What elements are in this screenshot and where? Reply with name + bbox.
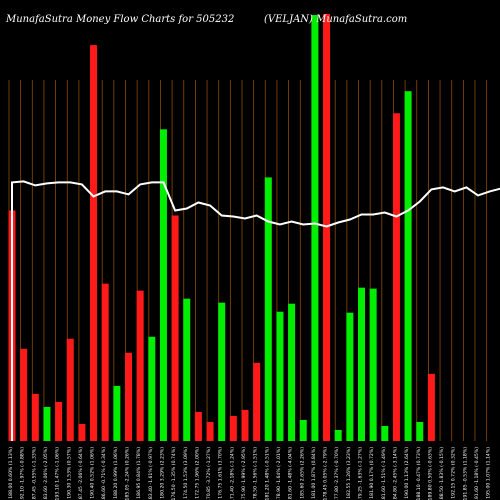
x-tick-label: 181.90 0.17% (0.72%) xyxy=(369,447,375,499)
bar xyxy=(334,429,342,441)
bar xyxy=(241,409,249,441)
x-tick-label: 179.25 -1.63% (-1.27%) xyxy=(358,447,364,500)
bar xyxy=(101,283,109,441)
bar xyxy=(369,288,377,441)
bar xyxy=(381,425,389,441)
bar xyxy=(194,411,202,441)
bar xyxy=(416,421,424,441)
bar xyxy=(276,311,284,441)
bar xyxy=(159,129,167,441)
x-tick-label: 186.60 -0.71% (-0.34%) xyxy=(101,447,107,500)
x-tick-label: 171.40 -2.18% (-1.24%) xyxy=(229,447,235,500)
bar xyxy=(264,177,272,441)
x-tick-label: 181.20 1.48% (-0.51%) xyxy=(264,447,270,500)
bar xyxy=(288,303,296,441)
bar xyxy=(404,91,412,441)
x-tick-label: 187.45 -0.55% (-1.33%) xyxy=(31,447,37,500)
x-tick-label: 185.60 2.65% (2.26%) xyxy=(299,447,305,499)
bar xyxy=(171,215,179,441)
bar xyxy=(125,352,132,441)
bar xyxy=(20,348,28,441)
x-tick-label: 185.05 -2.24% (0.26%) xyxy=(125,447,131,500)
x-tick-label: 188.10 -0.47% (0.73%) xyxy=(416,447,422,500)
x-tick-label: 190.30 1.53% (0.57%) xyxy=(66,447,72,499)
x-tick-label: 189.80 0.50% (-0.63%) xyxy=(427,447,433,500)
x-tick-label: 188.50 -1.83% (-0.15%) xyxy=(439,447,445,500)
bar xyxy=(427,373,435,441)
bar xyxy=(148,336,156,441)
x-tick-label: 186.95 0.84% (1.78%) xyxy=(136,447,142,499)
bar xyxy=(136,290,144,441)
x-tick-label: 182.55 1.26% (3.23%) xyxy=(346,447,352,499)
bar xyxy=(218,302,226,441)
x-tick-label: 170.85 -3.72% (-1.27%) xyxy=(206,447,212,500)
chart-title: MunafaSutra Money Flow Charts for 505232 xyxy=(5,14,234,25)
x-tick-label: 180.20 3.29% (2.23%) xyxy=(159,447,165,499)
x-tick-label: 181.00 1.87% (0.84%) xyxy=(311,447,317,499)
bar xyxy=(346,312,354,441)
x-tick-label: 183.60 -2.06% (-2.05%) xyxy=(43,447,49,500)
x-tick-label: 178.50 -1.56% (-1.51%) xyxy=(253,447,259,500)
x-tick-label: 181.60 -1.48% (-4.04%) xyxy=(288,447,294,500)
bar xyxy=(78,423,86,441)
x-tick-label: 175.90 -1.99% (-2.95%) xyxy=(241,447,247,500)
x-tick-label: 174.50 1.53% (3.09%) xyxy=(183,447,189,499)
x-tick-label: 191.85 -0.53% (1.18%) xyxy=(462,447,468,500)
bar xyxy=(55,401,63,441)
bar xyxy=(43,406,51,441)
bar xyxy=(206,421,214,441)
x-tick-label: 192.10 -1.97% (-0.88%) xyxy=(20,447,26,500)
bar xyxy=(183,298,191,441)
x-tick-label: 172.75 1.96% (2.00%) xyxy=(194,447,200,499)
x-tick-label: 188.20 0.99% (1.06%) xyxy=(113,447,119,499)
bars-group xyxy=(8,14,435,442)
x-tick-label: 191.60 -1.18% (-0.45%) xyxy=(474,447,480,500)
x-tick-label: 193.10 1.47% (-1.06%) xyxy=(55,447,61,500)
x-tick-label: 177.80 -2.37% (-0.70%) xyxy=(334,447,340,500)
x-tick-label: 187.45 -2.06% (-0.64%) xyxy=(78,447,84,500)
money-flow-line xyxy=(11,180,500,441)
x-tick-label: 195.00 1.07% (1.14%) xyxy=(486,447,492,499)
bar xyxy=(31,393,39,441)
x-tick-label: 188.00 0.60% (1.13%) xyxy=(8,447,14,499)
x-tick-label: 190.40 0.52% (1.06%) xyxy=(90,447,96,499)
x-tick-label: 178.90 -1.64% (-2.01%) xyxy=(276,447,282,500)
x-tick-label: 176.50 -1.35% (0.74%) xyxy=(171,447,177,500)
chart-subtitle: (VELJAN) MunafaSutra.com xyxy=(264,14,407,25)
bar xyxy=(113,385,121,441)
x-tick-label: 178.45 0.05% (-2.79%) xyxy=(323,447,329,500)
x-tick-label: 192.15 0.72% (0.32%) xyxy=(451,447,457,499)
bar xyxy=(311,15,319,442)
bar xyxy=(66,338,74,441)
bar xyxy=(299,419,307,441)
x-tick-label: 190.00 1.13% (2.64%) xyxy=(404,447,410,499)
bar xyxy=(90,45,98,442)
x-tick-label: 176.75 1.61% (3.70%) xyxy=(218,447,224,499)
bar xyxy=(392,113,400,441)
x-tick-label: 184.80 -2.45% (-3.14%) xyxy=(392,447,398,500)
x-tick-label: 183.40 -1.61% (-0.97%) xyxy=(148,447,154,500)
bar xyxy=(253,362,261,441)
x-tick-label: 181.60 -1.51% (-1.49%) xyxy=(381,447,387,500)
bar xyxy=(358,287,365,441)
x-tick-labels: 188.00 0.60% (1.13%) 192.10 -1.97% (-0.88… xyxy=(8,447,492,500)
bar xyxy=(229,415,237,441)
